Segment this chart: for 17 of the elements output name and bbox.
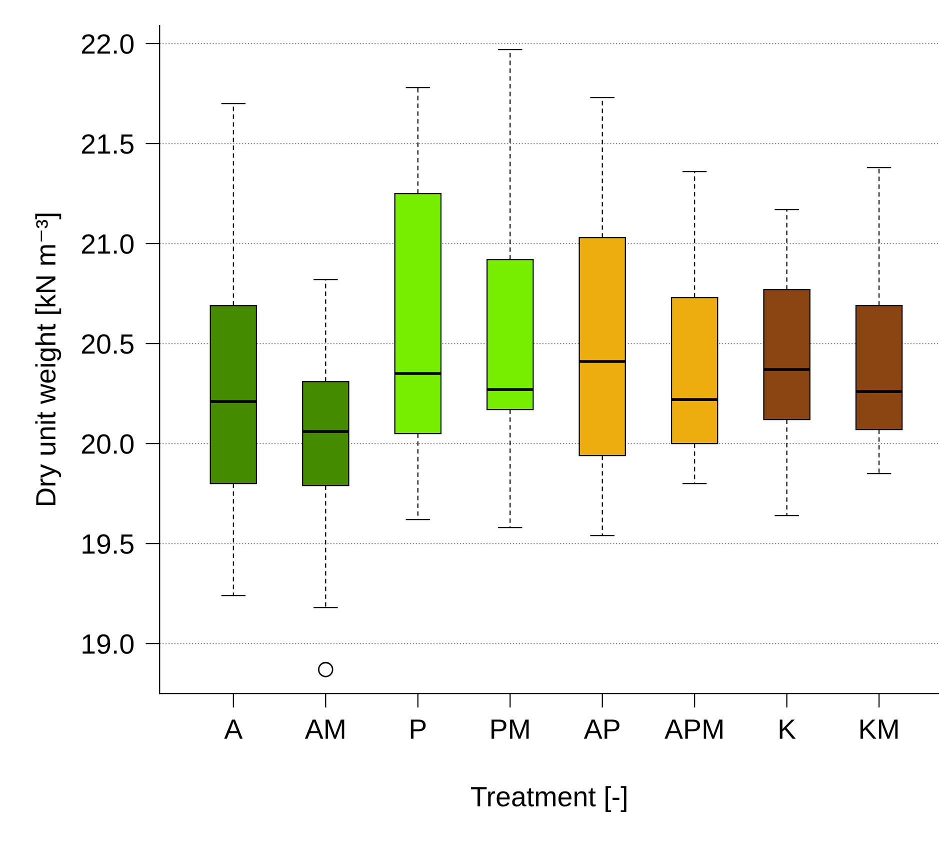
y-tick-label: 21.5	[82, 134, 134, 154]
y-tick-label: 21.0	[82, 234, 134, 254]
y-tick-label: 20.5	[82, 334, 134, 354]
x-tick-label: PM	[492, 720, 529, 739]
y-axis-title: Dry unit weight [kN m⁻³]	[35, 214, 62, 506]
x-tick-label: KM	[860, 720, 898, 739]
x-tick-label: AM	[304, 720, 344, 739]
x-tick-label: AP	[584, 720, 620, 739]
x-tick-label: APM	[664, 720, 722, 739]
y-tick-label: 19.5	[82, 534, 134, 554]
x-tick-label: A	[224, 720, 243, 739]
y-tick-label: 22.0	[82, 34, 134, 54]
x-axis-title: Treatment [-]	[470, 786, 626, 812]
x-tick-label: K	[780, 720, 796, 739]
y-tick-label: 20.0	[82, 434, 134, 454]
y-tick-label: 19.0	[82, 634, 134, 654]
x-tick-label: P	[410, 720, 426, 739]
